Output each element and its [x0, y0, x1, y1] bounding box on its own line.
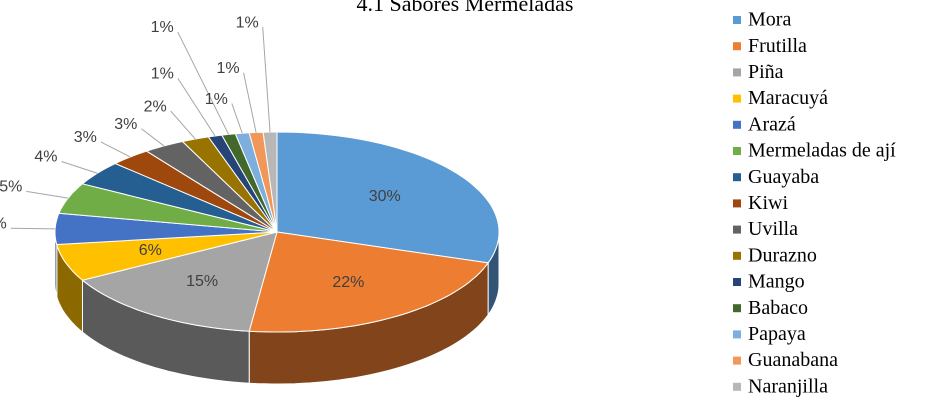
data-label: 2% [144, 98, 167, 115]
data-label: 1% [205, 91, 228, 108]
data-label: 1% [151, 19, 174, 36]
leader-line [61, 160, 98, 174]
legend-swatch [733, 382, 741, 391]
leader-line [100, 141, 131, 158]
legend-swatch [733, 199, 741, 208]
legend-label: Mermeladas de ají [748, 140, 896, 162]
pie-slice [248, 231, 490, 333]
chart-title: 4.1 Sabores Mermeladas [357, 0, 574, 16]
legend-swatch [733, 68, 741, 77]
legend-label: Mango [748, 271, 805, 293]
legend-label: Durazno [748, 244, 817, 266]
pie-slice [56, 231, 278, 281]
pie-slice [58, 183, 278, 233]
legend-label: Uvilla [748, 218, 798, 240]
legend-swatch [733, 304, 741, 313]
legend-label: Guanabana [748, 349, 838, 371]
data-label: 1% [151, 66, 174, 83]
data-label: 3% [114, 116, 137, 133]
leader-line [243, 72, 257, 133]
legend-label: Maracuyá [748, 87, 828, 109]
data-label: 22% [332, 274, 364, 291]
leader-line [177, 78, 216, 137]
leader-line [177, 31, 230, 135]
legend-label: Mora [748, 9, 791, 31]
legend-swatch [733, 94, 741, 103]
legend-label: Kiwi [748, 192, 788, 214]
legend-swatch [733, 120, 741, 129]
legend-swatch [733, 42, 741, 51]
leader-line [10, 227, 56, 230]
pie-slice [54, 212, 278, 246]
data-label: 15% [186, 273, 218, 290]
legend-swatch [733, 251, 741, 260]
leader-line [262, 27, 271, 133]
leader-line [170, 110, 196, 140]
legend-label: Frutilla [748, 35, 807, 57]
legend-swatch [733, 356, 741, 365]
legend-label: Arazá [748, 113, 796, 135]
legend-swatch [733, 278, 741, 286]
legend-label: Piña [748, 61, 784, 83]
legend-swatch [733, 225, 741, 234]
data-label: 1% [236, 14, 259, 31]
legend-label: Papaya [748, 323, 806, 345]
legend-swatch [733, 330, 741, 339]
leader-line [26, 190, 69, 199]
leader-line [141, 128, 165, 147]
data-label: 3% [74, 129, 97, 146]
pie-slice [276, 131, 500, 264]
legend-label: Babaco [748, 297, 808, 319]
pie-slice [81, 231, 278, 332]
data-label: 30% [369, 188, 401, 205]
leader-line [231, 103, 243, 134]
data-label: 5% [0, 179, 22, 196]
legend-swatch [733, 16, 741, 24]
data-label: 1% [216, 60, 239, 77]
data-label: 5% [0, 215, 7, 232]
data-label: 6% [139, 242, 162, 259]
legend-label: Naranjilla [748, 375, 828, 397]
legend-swatch [733, 173, 741, 182]
legend-swatch [733, 147, 741, 155]
legend-label: Guayaba [748, 166, 819, 188]
pie-slice [113, 150, 278, 233]
data-label: 4% [34, 149, 57, 166]
